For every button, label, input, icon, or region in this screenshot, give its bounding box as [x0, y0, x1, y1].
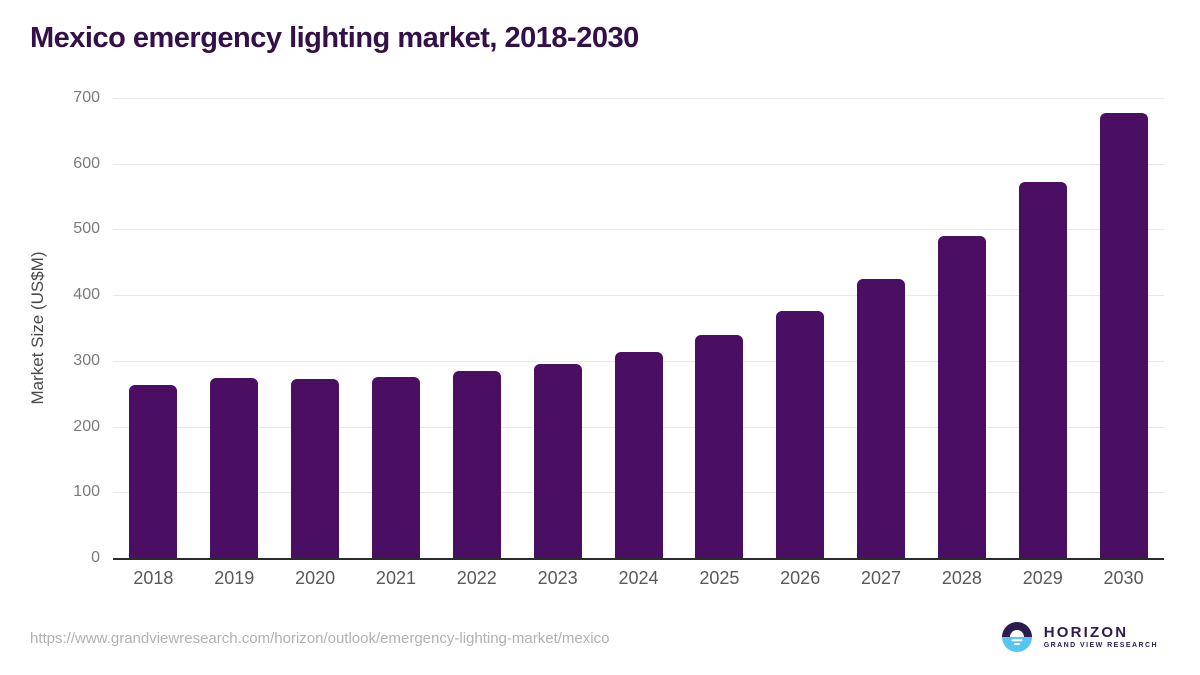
bar-2021	[371, 376, 420, 558]
bar-2024	[614, 351, 663, 558]
logo-name: HORIZON	[1043, 624, 1129, 641]
x-tick-2019: 2019	[214, 568, 255, 588]
y-tick-0: 0	[91, 549, 100, 566]
x-tick-2029: 2029	[1022, 568, 1063, 588]
x-axis-tick-labels: 2018 2019 2020 2021 2022 2023 2024 2025 2026 2027…	[113, 568, 1164, 594]
x-tick-2025: 2025	[699, 568, 740, 588]
gridline-500	[113, 229, 1164, 231]
bar-2018	[129, 384, 178, 558]
horizon-logo-text: HORIZON GRAND VIEW RESEARCH	[1044, 624, 1158, 650]
bar-2029	[1018, 182, 1067, 558]
bar-2020	[291, 379, 340, 558]
y-tick-100: 100	[73, 483, 100, 501]
sun-over-horizon-icon	[1001, 622, 1032, 652]
bar-2030	[1099, 113, 1148, 558]
bar-2023	[533, 363, 582, 558]
y-tick-200: 200	[73, 417, 100, 435]
x-tick-2028: 2028	[941, 568, 982, 588]
x-tick-2026: 2026	[780, 568, 821, 588]
gridline-400	[113, 295, 1164, 297]
bar-2027	[857, 279, 906, 558]
x-tick-2018: 2018	[133, 568, 174, 588]
y-tick-700: 700	[73, 89, 100, 106]
chart-title: Mexico emergency lighting market, 2018-2…	[30, 22, 639, 54]
y-tick-300: 300	[73, 351, 100, 369]
bar-2025	[695, 334, 744, 558]
x-tick-2027: 2027	[861, 568, 902, 588]
bar-2022	[452, 370, 501, 558]
x-tick-2020: 2020	[295, 568, 336, 588]
x-tick-2024: 2024	[618, 568, 659, 588]
y-axis-tick-labels: 0 100 200 300 400 500 600 700	[0, 90, 100, 566]
logo-tagline: GRAND VIEW RESEARCH	[1043, 642, 1158, 649]
gridline-700	[113, 98, 1164, 99]
y-tick-400: 400	[73, 286, 100, 304]
source-url: https://www.grandviewresearch.com/horizo…	[30, 630, 610, 647]
bar-2028	[937, 236, 986, 558]
horizon-logo: HORIZON GRAND VIEW RESEARCH	[1000, 620, 1158, 654]
plot-area	[113, 98, 1164, 560]
x-tick-2023: 2023	[537, 568, 578, 588]
y-tick-600: 600	[73, 154, 100, 172]
x-tick-2022: 2022	[456, 568, 497, 588]
x-tick-2030: 2030	[1103, 568, 1144, 588]
y-tick-500: 500	[73, 220, 100, 238]
gridline-600	[113, 163, 1164, 165]
x-tick-2021: 2021	[375, 568, 416, 588]
bar-2019	[210, 377, 259, 558]
bar-2026	[776, 310, 825, 558]
